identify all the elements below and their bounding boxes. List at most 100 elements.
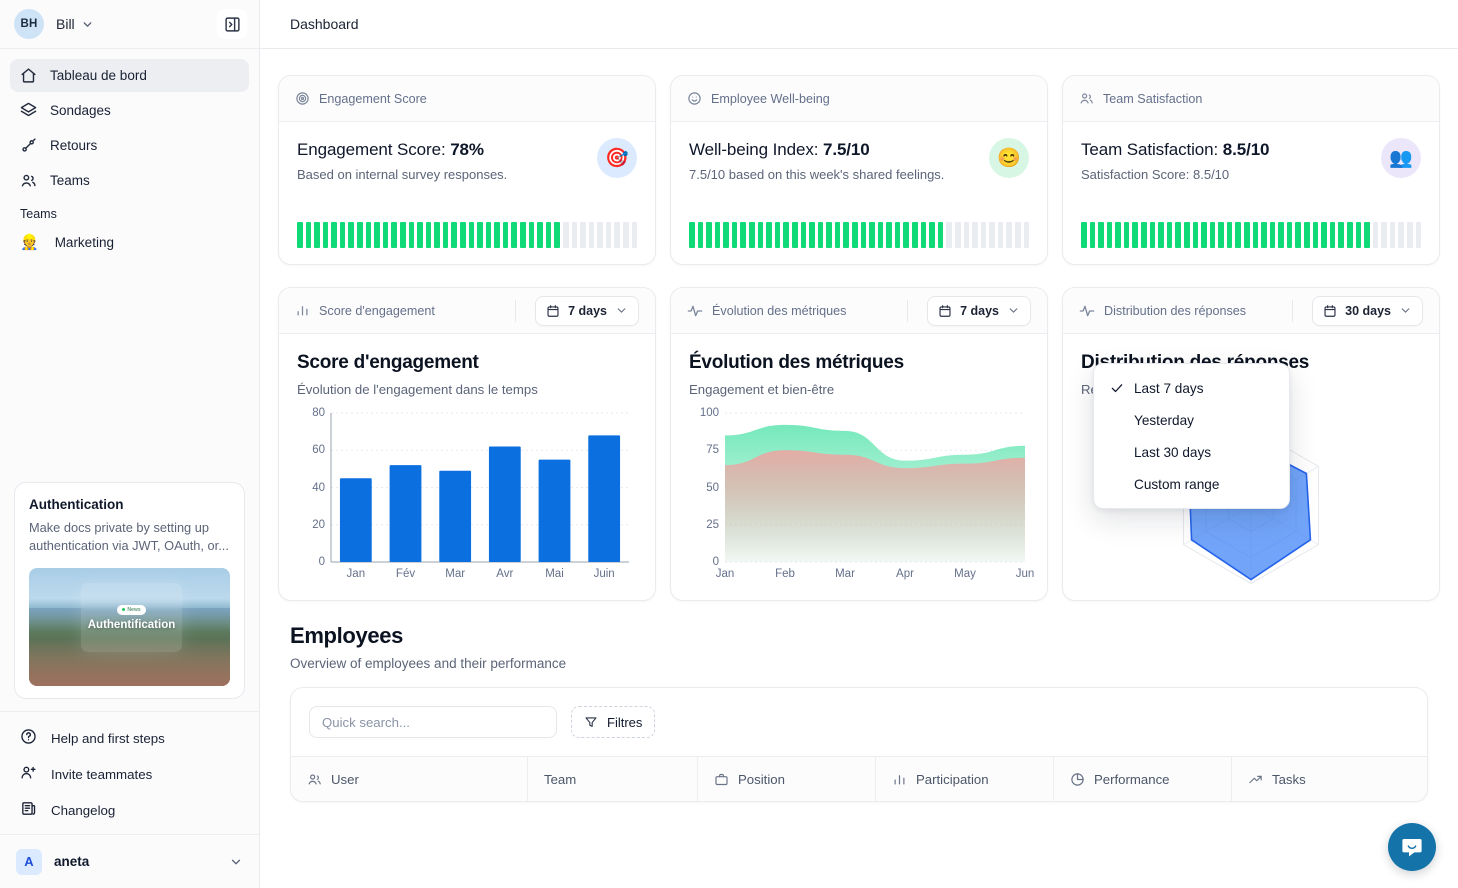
table-column-position[interactable]: Position [698,757,876,801]
filters-label: Filtres [607,714,643,730]
footer-item-label: Changelog [51,802,116,818]
date-range-button[interactable]: 7 days [535,295,639,326]
sidebar-item-tableau-de-bord[interactable]: Tableau de bord [10,59,249,92]
card-header-title: Engagement Score [319,91,427,106]
kpi-title: Engagement Score: 78% [297,140,484,159]
date-range-label: 30 days [1345,303,1391,318]
workspace-name[interactable]: Bill [56,16,75,32]
sidebar-user-menu[interactable]: A aneta [0,834,259,888]
main-content: Dashboard Engagement Score Engagement Sc… [260,0,1458,888]
sparkline-progress [689,222,1030,248]
panel-collapse-icon[interactable] [217,9,247,39]
card-body: Score d'engagement Évolution de l'engage… [279,334,655,600]
chevron-down-icon[interactable] [229,855,243,869]
search-input[interactable] [309,706,557,738]
chart-subtitle: Évolution de l'engagement dans le temps [297,382,538,397]
pie-chart-icon [1070,772,1085,787]
section-subtitle: Overview of employees and their performa… [290,656,567,671]
sidebar-item-label: Retours [50,138,98,153]
card-body: Engagement Score: 78% Based on internal … [279,122,655,264]
kpi-subtitle: Based on internal survey responses. [297,167,508,182]
dropdown-item-custom-range[interactable]: Custom range [1094,468,1289,500]
kpi-subtitle: 7.5/10 based on this week's shared feeli… [689,167,945,182]
chart-subtitle: Engagement et bien-être [689,382,835,397]
chevron-down-icon[interactable] [81,18,94,31]
chat-bubble-icon[interactable] [1388,823,1436,871]
sidebar-item-teams[interactable]: Teams [10,164,249,197]
card-header: Employee Well-being [671,76,1047,122]
card-header: Distribution des réponses 30 days [1063,288,1439,334]
card-header-title: Employee Well-being [711,91,830,106]
kpi-card-row: Engagement Score Engagement Score: 78% B… [278,75,1440,265]
table-column-label: Tasks [1272,771,1306,787]
sidebar-section-teams-title: Teams [20,207,57,221]
footer-item-changelog[interactable]: Changelog [10,792,249,828]
date-range-button[interactable]: 7 days [927,295,1031,326]
calendar-icon [938,304,952,318]
calendar-icon [546,304,560,318]
employees-table-card: Filtres User Team [290,687,1428,802]
date-range-label: 7 days [960,303,999,318]
user-plus-icon [20,764,37,784]
table-column-label: Performance [1094,771,1170,787]
card-header-title: Évolution des métriques [712,303,847,318]
topbar: Dashboard [260,0,1458,49]
date-range-button[interactable]: 30 days [1312,295,1423,326]
table-column-tasks[interactable]: Tasks [1232,757,1427,801]
card-header: Engagement Score [279,76,655,122]
filters-button[interactable]: Filtres [571,706,656,738]
promo-card[interactable]: Authentication Make docs private by sett… [14,481,245,699]
sidebar-footer: Help and first steps Invite teammates Ch… [0,711,259,834]
table-column-user[interactable]: User [291,757,528,801]
bar-chart-icon [892,772,907,787]
card-body: Team Satisfaction: 8.5/10 Satisfaction S… [1063,122,1439,264]
sidebar-item-sondages[interactable]: Sondages [10,94,249,127]
footer-item-invite[interactable]: Invite teammates [10,756,249,792]
divider [1292,299,1294,322]
trending-up-icon [1248,772,1263,787]
bar-chart-icon [295,303,310,318]
chevron-down-icon [1007,304,1020,317]
filter-icon [584,715,598,729]
feedback-icon [20,137,37,154]
table-column-participation[interactable]: Participation [876,757,1054,801]
chart-title: Évolution des métriques [689,352,904,373]
dropdown-item-last-7-days[interactable]: Last 7 days [1094,372,1289,404]
promo-description: Make docs private by setting up authenti… [29,519,229,554]
question-circle-icon [20,728,37,748]
promo-title: Authentication [29,496,124,512]
users-icon [20,172,37,189]
card-header: Score d'engagement 7 days [279,288,655,334]
promo-image-overlay: News Authentification [81,583,182,652]
divider [515,299,517,322]
card-header-title: Distribution des réponses [1104,303,1247,318]
kpi-subtitle: Satisfaction Score: 8.5/10 [1081,167,1230,182]
sidebar-team-marketing[interactable]: 👷 Marketing [10,225,249,259]
chart-title: Score d'engagement [297,352,479,373]
dropdown-item-yesterday[interactable]: Yesterday [1094,404,1289,436]
footer-item-help[interactable]: Help and first steps [10,720,249,756]
table-column-team[interactable]: Team [528,757,698,801]
sparkline-progress [297,222,638,248]
workspace-avatar[interactable]: BH [14,9,44,39]
users-icon [1079,91,1094,106]
card-header-title: Team Satisfaction [1103,91,1203,106]
home-icon [20,67,37,84]
promo-image: News Authentification [29,568,230,686]
check-icon [1110,381,1124,395]
date-range-dropdown-menu[interactable]: Last 7 days Yesterday Last 30 days Custo… [1093,363,1290,509]
footer-item-label: Help and first steps [51,730,165,746]
card-body: Évolution des métriques Engagement et bi… [671,334,1047,600]
dropdown-item-label: Yesterday [1134,412,1194,428]
sidebar-item-label: Teams [50,173,90,188]
activity-icon [1079,303,1095,319]
chevron-down-icon [1399,304,1412,317]
footer-item-label: Invite teammates [51,766,153,782]
target-emoji: 🎯 [597,138,637,178]
sidebar-item-retours[interactable]: Retours [10,129,249,162]
table-column-label: Team [544,771,577,787]
dropdown-item-last-30-days[interactable]: Last 30 days [1094,436,1289,468]
smiling-face-emoji: 😊 [989,138,1029,178]
table-column-performance[interactable]: Performance [1054,757,1232,801]
